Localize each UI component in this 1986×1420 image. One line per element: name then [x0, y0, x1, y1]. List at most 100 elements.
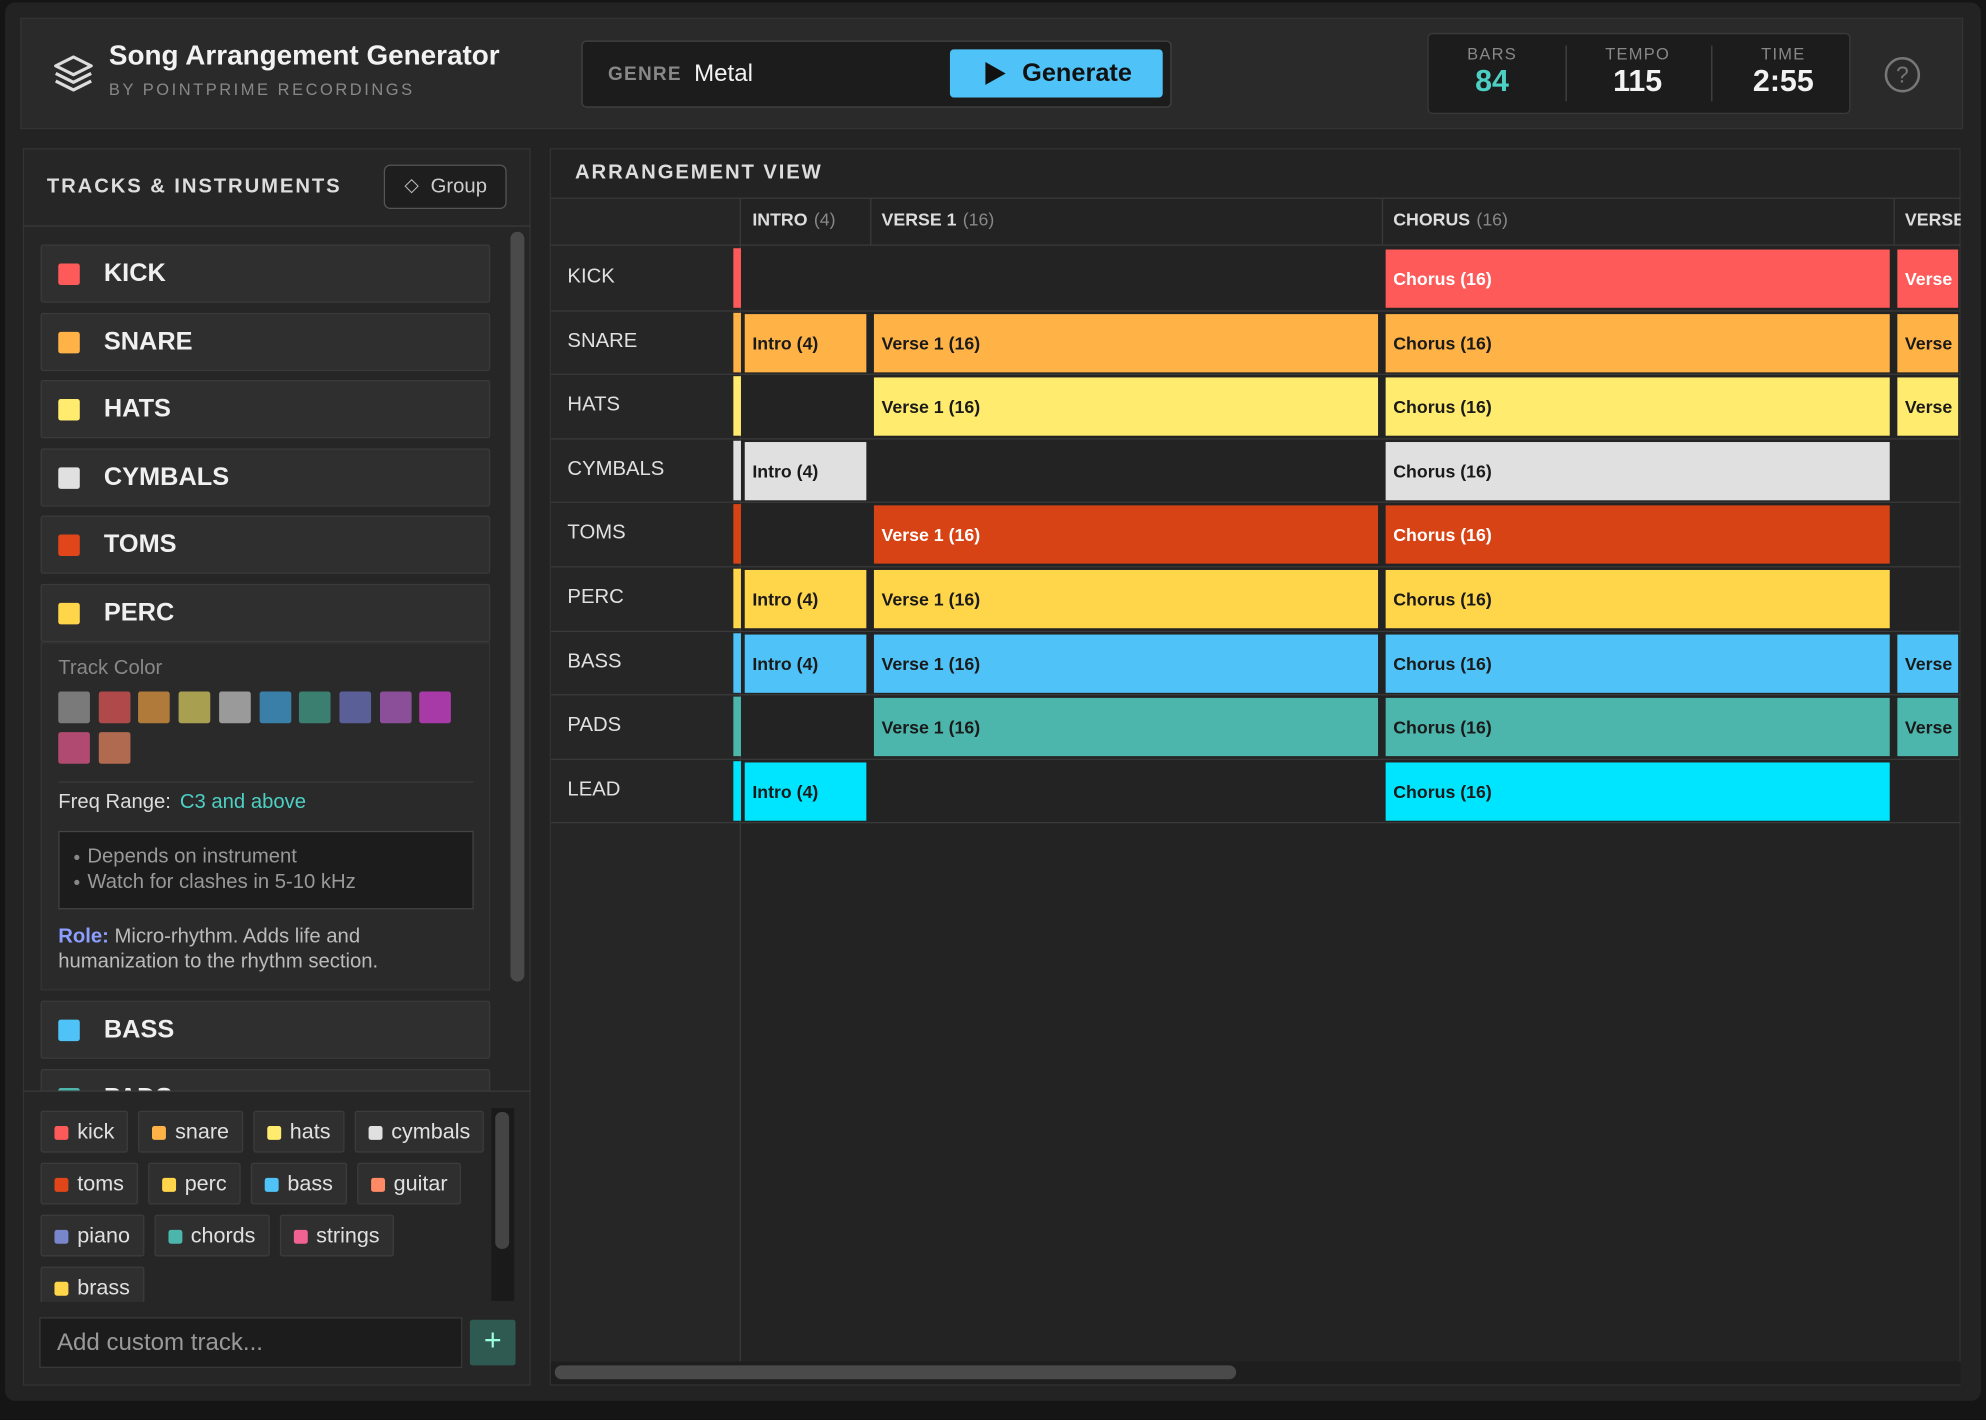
color-swatch[interactable] [218, 691, 251, 724]
clip[interactable]: Intro (4) [744, 569, 867, 629]
tags-divider [22, 1090, 531, 1092]
track-name: HATS [103, 395, 171, 424]
row-line [550, 309, 1961, 312]
track-tag[interactable]: hats [253, 1110, 345, 1153]
track-tag[interactable]: kick [40, 1110, 129, 1153]
track-tag[interactable]: cymbals [354, 1110, 485, 1153]
row-line [550, 758, 1961, 760]
track-name: SNARE [103, 328, 193, 356]
freq-label: Freq Range: [58, 791, 171, 814]
track-tag[interactable]: bass [250, 1162, 347, 1205]
track-item[interactable]: CYMBALS [40, 448, 491, 507]
clip-label: Intro (4) [752, 460, 819, 482]
clip-label: Chorus (16) [1393, 781, 1492, 802]
row-line [550, 694, 1961, 696]
clip[interactable]: Chorus (16) [1385, 762, 1890, 821]
track-item[interactable]: KICK [40, 244, 491, 303]
clip[interactable]: Chorus (16) [1385, 505, 1890, 565]
clip[interactable]: Verse 1 (16) [873, 698, 1379, 757]
role-text: Micro-rhythm. Adds life and humanization… [58, 925, 379, 973]
clip-label: Verse 1 (16) [881, 588, 981, 610]
note-bullet: • [73, 872, 81, 895]
track-tag[interactable]: strings [279, 1214, 394, 1257]
tag-name: kick [77, 1119, 115, 1144]
color-swatch[interactable] [299, 691, 331, 724]
genre-value[interactable]: Metal [694, 60, 753, 88]
color-swatch[interactable] [259, 691, 291, 724]
clip[interactable]: Chorus (16) [1385, 377, 1890, 436]
clip[interactable]: Intro (4) [744, 313, 867, 372]
clip[interactable]: Verse 1 (16) [873, 377, 1379, 436]
color-swatch[interactable] [178, 691, 211, 724]
clip-label: Verse [1904, 268, 1953, 289]
row-color-strip [733, 760, 741, 821]
clip[interactable]: Chorus (16) [1385, 634, 1890, 693]
help-icon[interactable]: ? [1884, 56, 1921, 93]
stat-value: 84 [1475, 64, 1509, 99]
clip[interactable]: Verse 1 (16) [873, 505, 1379, 565]
color-swatch[interactable] [339, 691, 371, 724]
row-color-strip [733, 696, 741, 757]
note: Depends on instrument [87, 846, 297, 868]
clip[interactable]: Chorus (16) [1385, 313, 1890, 372]
track-tag[interactable]: snare [138, 1110, 243, 1153]
tag-name: perc [184, 1171, 227, 1196]
clip[interactable]: Verse [1897, 249, 1959, 308]
clip-label: Chorus (16) [1393, 460, 1492, 482]
track-item[interactable]: PADS [40, 1068, 491, 1091]
clip[interactable]: Verse [1897, 313, 1959, 372]
clip[interactable]: Verse 1 (16) [873, 313, 1379, 372]
track-tag[interactable]: piano [40, 1214, 144, 1257]
section-bars: (16) [962, 208, 995, 230]
color-swatch[interactable] [379, 691, 412, 724]
clip-label: Verse [1904, 396, 1953, 417]
color-swatch[interactable] [98, 732, 131, 764]
track-tag[interactable]: toms [40, 1162, 138, 1205]
clip[interactable]: Verse [1897, 377, 1959, 436]
clip[interactable]: Chorus (16) [1385, 249, 1890, 308]
color-swatch[interactable] [98, 691, 131, 724]
add-button[interactable]: + [469, 1319, 516, 1366]
clip[interactable]: Intro (4) [744, 762, 867, 821]
row-track-name: PERC [567, 586, 624, 608]
clip[interactable]: Intro (4) [744, 634, 867, 693]
names-column [550, 198, 741, 1362]
color-swatch[interactable] [58, 691, 90, 724]
tag-name: cymbals [391, 1119, 471, 1144]
color-swatch[interactable] [58, 732, 90, 764]
clip[interactable]: Chorus (16) [1385, 569, 1890, 629]
row-track-name: BASS [567, 650, 622, 673]
row-color-strip [733, 312, 741, 372]
track-tag[interactable]: chords [154, 1214, 270, 1257]
track-item[interactable]: TOMS [40, 515, 491, 574]
clip[interactable]: Verse [1897, 698, 1959, 757]
row-track-name: CYMBALS [567, 458, 665, 480]
row-line [550, 373, 1961, 376]
role: Role: Micro-rhythm. Adds life and humani… [58, 925, 438, 976]
sidebar-title: TRACKS & INSTRUMENTS [46, 176, 342, 198]
track-tag[interactable]: brass [40, 1266, 144, 1303]
track-item[interactable]: BASS [40, 1000, 491, 1059]
freq-value: C3 and above [179, 791, 307, 814]
clip[interactable]: Chorus (16) [1385, 441, 1890, 501]
clip[interactable]: Verse 1 (16) [873, 634, 1379, 693]
track-tag[interactable]: perc [147, 1162, 241, 1205]
custom-track-input[interactable]: Add custom track... [39, 1317, 463, 1368]
tag-color [370, 1177, 385, 1192]
track-tag[interactable]: guitar [356, 1162, 462, 1205]
group-button[interactable]: Group [383, 164, 507, 209]
clip[interactable]: Verse [1897, 634, 1959, 693]
row-track-name: LEAD [567, 778, 621, 801]
clip[interactable]: Verse 1 (16) [873, 569, 1379, 629]
track-item[interactable]: SNARE [40, 312, 491, 372]
color-swatch[interactable] [138, 691, 171, 724]
track-item[interactable]: PERC [40, 583, 491, 643]
generate-button[interactable]: Generate [949, 49, 1163, 98]
clip-label: Verse 1 (16) [881, 653, 981, 674]
clip[interactable]: Chorus (16) [1385, 698, 1890, 757]
color-swatch[interactable] [419, 691, 452, 724]
clip[interactable]: Intro (4) [744, 441, 867, 501]
track-item[interactable]: HATS [40, 379, 491, 439]
track-name: PERC [103, 599, 175, 627]
clip-label: Chorus (16) [1393, 268, 1492, 289]
